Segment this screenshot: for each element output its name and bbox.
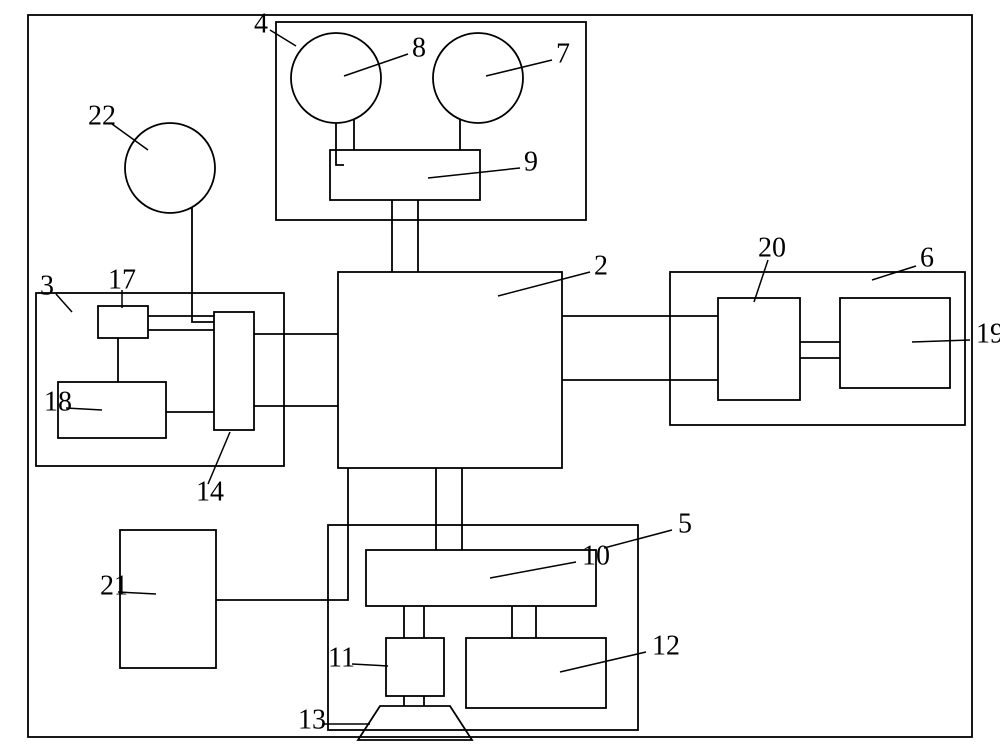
label-6: 6 [920,242,934,273]
label-11: 11 [328,642,355,673]
label-19: 19 [976,318,1000,349]
circle-c7 [433,33,523,123]
leader-2 [498,272,590,296]
box-box20 [718,298,800,400]
label-3: 3 [40,270,54,301]
box-box10 [366,550,596,606]
circle-c8 [291,33,381,123]
label-13: 13 [298,704,326,735]
circle-c22 [125,123,215,213]
leader-10 [490,562,576,578]
connector-c8_bottom [336,123,344,165]
trapezoid-13 [358,706,472,740]
leader-4 [270,30,296,46]
module-left [36,293,284,466]
module-right [670,272,965,425]
label-9: 9 [524,146,538,177]
box-box21 [120,530,216,668]
leader-9 [428,168,520,178]
label-5: 5 [678,508,692,539]
module-center [338,272,562,468]
label-14: 14 [196,476,224,507]
label-17: 17 [108,264,136,295]
label-22: 22 [88,100,116,131]
leader-6 [872,266,916,280]
box-box14 [214,312,254,430]
leader-20 [754,260,768,302]
label-10: 10 [582,540,610,571]
label-18: 18 [44,386,72,417]
box-box11 [386,638,444,696]
box-box18 [58,382,166,438]
leader-7 [486,60,552,76]
box-box19 [840,298,950,388]
label-7: 7 [556,38,570,69]
label-12: 12 [652,630,680,661]
leader-19 [912,340,970,342]
leader-12 [560,652,646,672]
label-2: 2 [594,250,608,281]
label-4: 4 [254,8,268,39]
box-box12 [466,638,606,708]
box-box17 [98,306,148,338]
label-21: 21 [100,570,128,601]
label-8: 8 [412,32,426,63]
leader-11 [352,664,388,666]
label-20: 20 [758,232,786,263]
connector-22->14 [192,208,214,322]
leader-3 [56,294,72,312]
